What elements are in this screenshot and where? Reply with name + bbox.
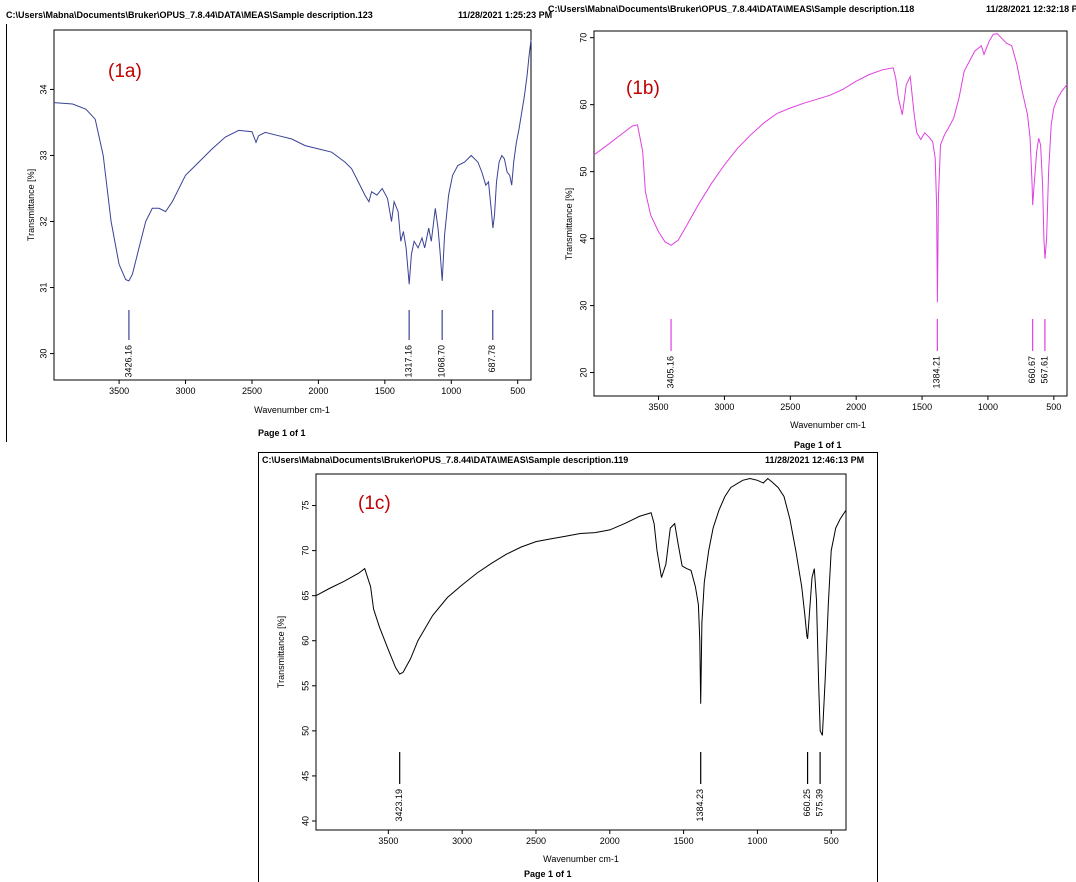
peak-label: 1384.23 [695, 789, 705, 822]
x-tick-label: 2500 [780, 402, 800, 412]
x-tick-label: 1500 [375, 386, 395, 396]
peak-label: 567.61 [1039, 356, 1049, 384]
y-tick-label: 30 [38, 349, 48, 359]
x-tick-label: 1500 [912, 402, 932, 412]
panel-1a-header-path: C:\Users\Mabna\Documents\Bruker\OPUS_7.8… [6, 10, 373, 20]
chart-1c-x-ticks: 3500 3000 2500 2000 1500 1000 500 [378, 830, 839, 846]
peak-label: 575.39 [814, 789, 824, 817]
y-tick-label: 60 [578, 100, 588, 110]
y-tick-label: 30 [578, 301, 588, 311]
y-tick-label: 33 [38, 150, 48, 160]
x-tick-label: 500 [824, 836, 839, 846]
panel-1c-left-rule [258, 452, 259, 882]
y-tick-label: 55 [300, 681, 310, 691]
chart-1a-peak-markers: 3426.16 1317.16 1068.70 687.78 [123, 310, 497, 378]
x-tick-label: 3500 [109, 386, 129, 396]
chart-1a-spectrum-line [53, 39, 532, 285]
chart-1b-y-ticks: 20 30 40 50 60 70 [578, 33, 594, 378]
panel-1c-right-rule [877, 452, 878, 882]
peak-label: 3426.16 [123, 345, 133, 378]
y-tick-label: 70 [578, 33, 588, 43]
x-tick-label: 2500 [526, 836, 546, 846]
panel-1b-header-time: 11/28/2021 12:32:18 PM [986, 4, 1076, 14]
chart-1c-y-axis-label: Transmittance [%] [276, 616, 286, 688]
panel-1c-header-time: 11/28/2021 12:46:13 PM [765, 455, 865, 465]
x-tick-label: 1000 [978, 402, 998, 412]
panel-1a-footer: Page 1 of 1 [258, 428, 306, 438]
y-tick-label: 32 [38, 217, 48, 227]
chart-1a-x-axis-label: Wavenumber cm-1 [254, 405, 330, 415]
chart-1b-x-axis-label: Wavenumber cm-1 [790, 420, 866, 430]
y-tick-label: 45 [300, 771, 310, 781]
chart-1c-x-axis-label: Wavenumber cm-1 [543, 854, 619, 864]
chart-1b-plot-frame [593, 30, 1068, 397]
chart-1c-y-ticks: 40 45 50 55 60 65 70 75 [300, 501, 316, 826]
chart-1b-panel-label: (1b) [626, 78, 660, 99]
x-tick-label: 500 [510, 386, 525, 396]
chart-1b-x-ticks: 3500 3000 2500 2000 1500 1000 500 [649, 396, 1061, 412]
chart-1c-plot-frame [315, 473, 847, 831]
peak-label: 3423.19 [394, 789, 404, 822]
x-tick-label: 500 [1046, 402, 1061, 412]
x-tick-label: 1500 [674, 836, 694, 846]
x-tick-label: 3500 [378, 836, 398, 846]
peak-label: 1384.21 [932, 356, 942, 389]
panel-1b-header-path: C:\Users\Mabna\Documents\Bruker\OPUS_7.8… [548, 4, 915, 14]
chart-1a-panel-label: (1a) [108, 61, 142, 82]
peak-label: 1317.16 [404, 345, 414, 378]
x-tick-label: 3000 [714, 402, 734, 412]
x-tick-label: 1000 [747, 836, 767, 846]
panel-1a-header-time: 11/28/2021 1:25:23 PM [458, 10, 553, 20]
x-tick-label: 2500 [242, 386, 262, 396]
y-tick-label: 60 [300, 636, 310, 646]
y-tick-label: 70 [300, 546, 310, 556]
chart-1b: 3500 3000 2500 2000 1500 1000 500 20 30 40 50 60 70… [564, 30, 1068, 430]
chart-1a-x-ticks: 3500 3000 2500 2000 1500 1000 500 [109, 380, 525, 396]
y-tick-label: 50 [300, 726, 310, 736]
y-tick-label: 31 [38, 283, 48, 293]
panel-1c-footer: Page 1 of 1 [524, 869, 572, 879]
peak-label: 660.67 [1027, 356, 1037, 384]
y-tick-label: 40 [300, 816, 310, 826]
y-tick-label: 75 [300, 501, 310, 511]
chart-1c-spectrum-line [315, 477, 847, 736]
x-tick-label: 2000 [600, 836, 620, 846]
x-tick-label: 1000 [441, 386, 461, 396]
chart-1a-y-axis-label: Transmittance [%] [26, 169, 36, 241]
chart-1a-y-ticks: 30 31 32 33 34 [38, 84, 54, 359]
x-tick-label: 3000 [452, 836, 472, 846]
y-tick-label: 50 [578, 167, 588, 177]
x-tick-label: 2000 [846, 402, 866, 412]
chart-1b-y-axis-label: Transmittance [%] [564, 188, 574, 260]
y-tick-label: 34 [38, 84, 48, 94]
y-tick-label: 40 [578, 234, 588, 244]
y-tick-label: 65 [300, 591, 310, 601]
panel-1c-top-rule [258, 452, 878, 453]
chart-1b-spectrum-line [593, 33, 1068, 303]
panel-1c-header-path: C:\Users\Mabna\Documents\Bruker\OPUS_7.8… [262, 455, 629, 465]
chart-1a-plot-frame [53, 29, 532, 381]
peak-label: 1068.70 [437, 345, 447, 378]
chart-1c: 3500 3000 2500 2000 1500 1000 500 40 45 50 55 60 65… [276, 473, 847, 864]
x-tick-label: 3000 [176, 386, 196, 396]
chart-1c-peak-markers: 3423.19 1384.23 660.25 575.39 [394, 752, 824, 822]
chart-1c-panel-label: (1c) [358, 493, 391, 514]
chart-1a: 3500 3000 2500 2000 1500 1000 500 30 31 32 33 34 3… [26, 29, 532, 415]
panel-1b-footer: Page 1 of 1 [794, 440, 842, 450]
peak-label: 3405.16 [665, 356, 675, 389]
chart-1b-peak-markers: 3405.16 1384.21 660.67 567.61 [665, 319, 1049, 389]
panel-1a-left-rule [6, 24, 7, 442]
x-tick-label: 2000 [308, 386, 328, 396]
x-tick-label: 3500 [649, 402, 669, 412]
y-tick-label: 20 [578, 368, 588, 378]
peak-label: 687.78 [487, 345, 497, 373]
peak-label: 660.25 [802, 789, 812, 817]
